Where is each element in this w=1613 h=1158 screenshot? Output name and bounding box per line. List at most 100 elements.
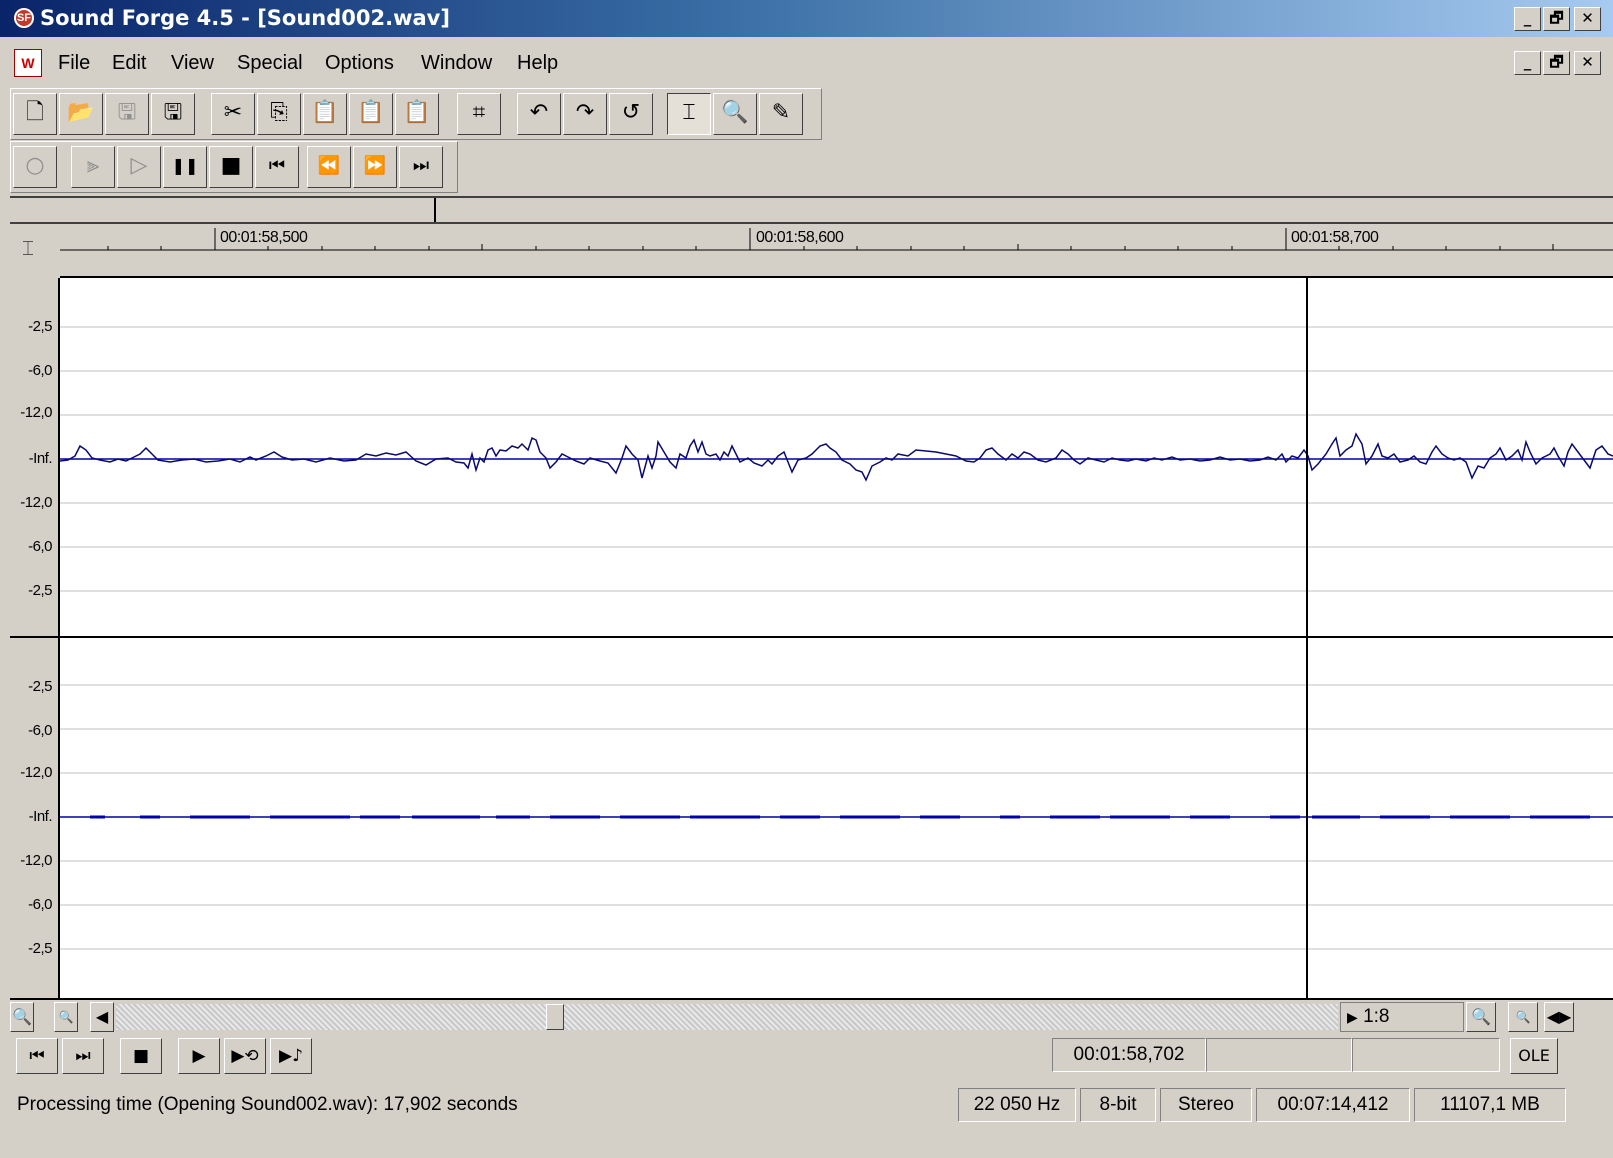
doc-close-button[interactable]: ✕ xyxy=(1574,51,1601,75)
status-message: Processing time (Opening Sound002.wav): … xyxy=(17,1094,518,1115)
left-channel-waveform[interactable] xyxy=(60,278,1613,636)
mix-icon[interactable]: 📋 xyxy=(395,93,439,135)
level-label: -Inf. xyxy=(28,450,53,467)
magnify-tool-icon[interactable]: 🔍 xyxy=(713,93,757,135)
ruler-corner: ⌶ xyxy=(10,226,60,278)
open-file-icon[interactable]: 📂 xyxy=(59,93,103,135)
channel-separator xyxy=(10,636,1613,638)
file-length-field: 00:07:14,412 xyxy=(1256,1088,1410,1122)
left-channel-level-axis: -2,5 -6,0 -12,0 -Inf. -12,0 -6,0 -2,5 xyxy=(10,278,60,636)
level-label: -2,5 xyxy=(28,582,52,599)
free-space-field: 11107,1 MB xyxy=(1414,1088,1566,1122)
play-icon[interactable]: ▷ xyxy=(117,146,161,188)
menu-special[interactable]: Special xyxy=(237,52,303,74)
paste-icon[interactable]: 📋 xyxy=(303,93,347,135)
document-icon[interactable]: W xyxy=(14,49,42,77)
undo-icon[interactable]: ↶ xyxy=(517,93,561,135)
zoom-in-icon[interactable]: 🔍 xyxy=(54,1002,78,1032)
selection-length-field[interactable] xyxy=(1352,1038,1500,1072)
ole-button[interactable]: OLE xyxy=(1510,1038,1558,1074)
selection-start-field[interactable] xyxy=(1206,1038,1352,1072)
go-to-start-icon[interactable]: ⏮ xyxy=(16,1038,58,1074)
level-label: -2,5 xyxy=(28,318,52,335)
pause-icon[interactable]: ❚❚ xyxy=(163,146,207,188)
go-to-end-icon[interactable]: ⏭ xyxy=(399,146,443,188)
scroll-track[interactable] xyxy=(116,1004,1338,1030)
scroll-left-icon[interactable]: ◀ xyxy=(90,1002,114,1032)
repeat-icon[interactable]: ↺ xyxy=(609,93,653,135)
sound-forge-logo-icon: SF xyxy=(14,8,34,28)
time-ruler[interactable]: 00:01:58,500 00:01:58,600 00:01:58,700 xyxy=(60,226,1613,278)
close-button[interactable]: ✕ xyxy=(1574,7,1601,31)
horizontal-scrollbar: 🔍 🔍 ◀ ▶ 1:8 🔍 🔍 ◀▶ xyxy=(10,998,1613,1032)
document-caption-buttons: _ 🗗 ✕ xyxy=(1514,51,1601,75)
restore-button[interactable]: 🗗 xyxy=(1543,7,1570,31)
overview-bar[interactable] xyxy=(10,196,1613,224)
stop-icon[interactable]: ■ xyxy=(120,1038,162,1074)
scroll-thumb[interactable] xyxy=(546,1004,564,1030)
ruler-label: 00:01:58,500 xyxy=(220,229,308,246)
level-label: -12,0 xyxy=(20,494,52,511)
sample-rate-field[interactable]: 22 050 Hz xyxy=(958,1088,1076,1122)
menu-view[interactable]: View xyxy=(171,52,214,74)
right-channel-waveform[interactable] xyxy=(60,638,1613,998)
level-label: -6,0 xyxy=(28,722,52,739)
level-zoom-in-icon[interactable]: 🔍 xyxy=(1508,1002,1538,1032)
trim-crop-icon[interactable]: ⌗ xyxy=(457,93,501,135)
zoom-ratio-arrow-icon: ▶ xyxy=(1347,1009,1358,1025)
paste-new-icon[interactable]: 📋 xyxy=(349,93,393,135)
menu-edit[interactable]: Edit xyxy=(112,52,147,74)
menu-help[interactable]: Help xyxy=(517,52,559,74)
rewind-icon[interactable]: ⏪ xyxy=(307,146,351,188)
level-label: -12,0 xyxy=(20,852,52,869)
play-normal-icon[interactable]: ▶ xyxy=(178,1038,220,1074)
play-looped-icon[interactable]: ▶⟲ xyxy=(224,1038,266,1074)
zoom-ratio-field[interactable]: ▶ 1:8 xyxy=(1340,1002,1464,1032)
bit-depth-field[interactable]: 8-bit xyxy=(1080,1088,1156,1122)
save-icon[interactable]: 🖫 xyxy=(105,93,149,135)
menu-file[interactable]: File xyxy=(58,52,91,74)
forward-icon[interactable]: ⏩ xyxy=(353,146,397,188)
doc-minimize-button[interactable]: _ xyxy=(1514,51,1541,75)
go-to-start-icon[interactable]: ⏮ xyxy=(255,146,299,188)
save-as-icon[interactable]: 🖫 xyxy=(151,93,195,135)
minimize-button[interactable]: _ xyxy=(1514,7,1541,31)
right-channel-waveform-graphic xyxy=(60,638,1613,998)
play-plugin-icon[interactable]: ▶♪ xyxy=(270,1038,312,1074)
copy-icon[interactable]: ⎘ xyxy=(257,93,301,135)
cut-icon[interactable]: ✂ xyxy=(211,93,255,135)
transport-toolbar: ○ ⫸ ▷ ❚❚ ■ ⏮ ⏪ ⏩ ⏭ xyxy=(10,141,458,193)
level-label: -12,0 xyxy=(20,764,52,781)
ruler-label: 00:01:58,700 xyxy=(1291,229,1379,246)
level-ruler-icon[interactable]: ⌶ xyxy=(22,238,34,260)
title-bar: SF Sound Forge 4.5 - [Sound002.wav] _ 🗗 … xyxy=(0,0,1613,37)
level-label: -2,5 xyxy=(28,678,52,695)
zoom-ratio-value: 1:8 xyxy=(1363,1006,1390,1027)
standard-toolbar: 🗋 📂 🖫 🖫 ✂ ⎘ 📋 📋 📋 ⌗ ↶ ↷ ↺ ⌶ 🔍 ✎ xyxy=(10,88,822,140)
stop-icon[interactable]: ■ xyxy=(209,146,253,188)
scroll-right-icon[interactable]: ◀▶ xyxy=(1544,1002,1574,1032)
record-icon[interactable]: ○ xyxy=(13,146,57,188)
level-label: -6,0 xyxy=(28,362,52,379)
menu-window[interactable]: Window xyxy=(421,52,493,74)
redo-icon[interactable]: ↷ xyxy=(563,93,607,135)
menu-bar: W File Edit View Special Options Window … xyxy=(0,45,1613,83)
level-label: -6,0 xyxy=(28,896,52,913)
edit-tool-icon[interactable]: ⌶ xyxy=(667,93,711,135)
right-channel-level-axis: -2,5 -6,0 -12,0 -Inf. -12,0 -6,0 -2,5 xyxy=(10,638,60,998)
go-to-end-icon[interactable]: ⏭ xyxy=(62,1038,104,1074)
play-all-icon[interactable]: ⫸ xyxy=(71,146,115,188)
new-file-icon[interactable]: 🗋 xyxy=(13,93,57,135)
menu-options[interactable]: Options xyxy=(325,52,394,74)
window-caption-buttons: _ 🗗 ✕ xyxy=(1514,7,1601,31)
level-zoom-out-icon[interactable]: 🔍 xyxy=(1466,1002,1496,1032)
cursor-position-field[interactable]: 00:01:58,702 xyxy=(1052,1038,1206,1072)
status-bar: Processing time (Opening Sound002.wav): … xyxy=(0,1082,1613,1126)
level-label: -2,5 xyxy=(28,940,52,957)
level-label: -6,0 xyxy=(28,538,52,555)
doc-restore-button[interactable]: 🗗 xyxy=(1543,51,1570,75)
pencil-tool-icon[interactable]: ✎ xyxy=(759,93,803,135)
channels-field[interactable]: Stereo xyxy=(1160,1088,1252,1122)
zoom-out-icon[interactable]: 🔍 xyxy=(10,1002,34,1032)
level-label: -Inf. xyxy=(28,808,53,825)
